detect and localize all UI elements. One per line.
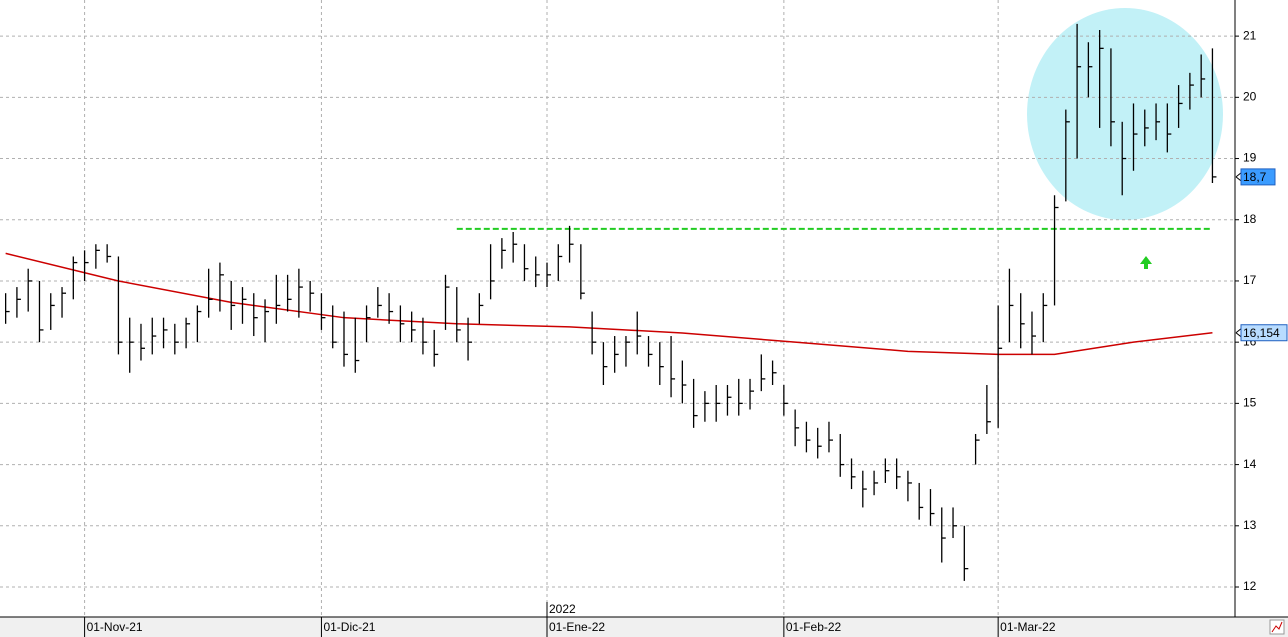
- y-tick-label: 18: [1243, 212, 1257, 226]
- price-box: [1240, 324, 1288, 342]
- price-pointer: [1235, 328, 1242, 338]
- up-arrow: [1140, 256, 1152, 269]
- y-tick-label: 15: [1243, 396, 1257, 410]
- price-label: 16,154: [1243, 326, 1280, 340]
- y-tick-label: 17: [1243, 273, 1257, 287]
- y-tick-label: 12: [1243, 579, 1257, 593]
- highlight-circle: [1027, 8, 1223, 220]
- price-pointer: [1235, 172, 1242, 182]
- y-tick-label: 20: [1243, 89, 1257, 103]
- x-tick-label: 01-Dic-21: [323, 620, 375, 634]
- x-axis-band: [0, 617, 1288, 637]
- year-label: 2022: [549, 602, 576, 616]
- price-box: [1240, 168, 1276, 186]
- x-tick-label: 01-Feb-22: [786, 620, 842, 634]
- x-tick-label: 01-Mar-22: [1000, 620, 1056, 634]
- y-tick-label: 21: [1243, 28, 1257, 42]
- x-tick-label: 01-Nov-21: [87, 620, 143, 634]
- x-tick-label: 01-Ene-22: [549, 620, 605, 634]
- y-tick-label: 19: [1243, 151, 1257, 165]
- y-tick-label: 13: [1243, 518, 1257, 532]
- y-tick-label: 14: [1243, 457, 1257, 471]
- corner-icon-line: [1271, 621, 1283, 633]
- price-label: 18,7: [1243, 170, 1267, 184]
